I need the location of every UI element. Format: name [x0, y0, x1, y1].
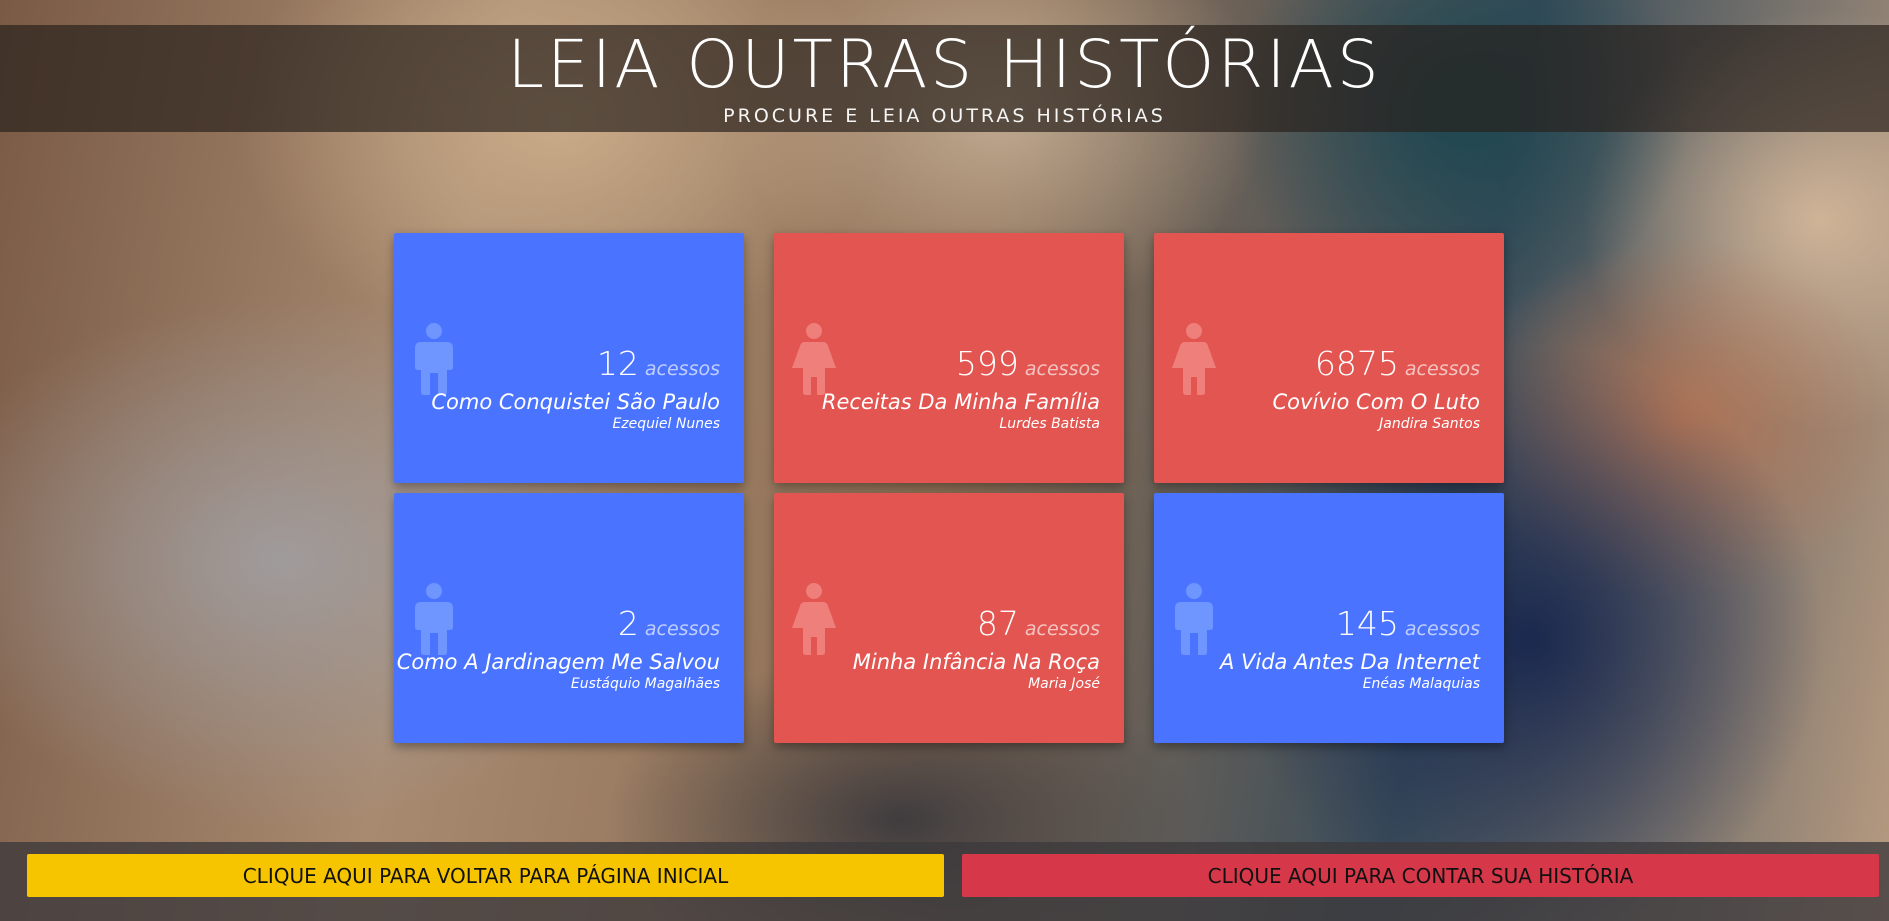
- access-count: 12: [596, 344, 639, 383]
- story-title: A Vida Antes Da Internet: [1219, 650, 1480, 674]
- story-title: Minha Infância Na Roça: [852, 650, 1100, 674]
- card-content: 599 acessos Receitas Da Minha Família Lur…: [822, 345, 1100, 433]
- male-person-icon: [411, 323, 457, 395]
- access-label: acessos: [1404, 618, 1480, 640]
- access-count: 2: [617, 604, 639, 643]
- story-author: Jandira Santos: [1379, 416, 1480, 432]
- tell-your-story-button[interactable]: CLIQUE AQUI PARA CONTAR SUA HISTÓRIA: [962, 854, 1879, 897]
- access-count: 87: [976, 604, 1019, 643]
- female-person-icon: [791, 583, 837, 655]
- access-label: acessos: [1024, 618, 1100, 640]
- story-title: Como A Jardinagem Me Salvou: [396, 650, 720, 674]
- story-title: Como Conquistei São Paulo: [431, 390, 720, 414]
- page-subtitle: PROCURE E LEIA OUTRAS HISTÓRIAS: [723, 105, 1166, 127]
- story-card[interactable]: 12 acessos Como Conquistei São Paulo Ezeq…: [394, 233, 744, 483]
- female-person-icon: [1171, 323, 1217, 395]
- access-label: acessos: [1024, 358, 1100, 380]
- page-title: LEIA OUTRAS HISTÓRIAS: [507, 26, 1382, 103]
- story-author: Maria José: [1028, 676, 1100, 692]
- story-card[interactable]: 87 acessos Minha Infância Na Roça Maria J…: [774, 493, 1124, 743]
- access-label: acessos: [644, 358, 720, 380]
- story-card[interactable]: 6875 acessos Covívio Com O Luto Jandira S…: [1154, 233, 1504, 483]
- access-label: acessos: [1404, 358, 1480, 380]
- header-banner: LEIA OUTRAS HISTÓRIAS PROCURE E LEIA OUT…: [0, 25, 1889, 132]
- access-count: 599: [955, 344, 1019, 383]
- story-title: Receitas Da Minha Família: [821, 390, 1100, 414]
- story-card[interactable]: 145 acessos A Vida Antes Da Internet Enéa…: [1154, 493, 1504, 743]
- card-content: 12 acessos Como Conquistei São Paulo Ezeq…: [431, 345, 720, 433]
- access-count: 145: [1335, 604, 1399, 643]
- story-author: Eustáquio Magalhães: [570, 676, 720, 692]
- story-card[interactable]: 599 acessos Receitas Da Minha Família Lur…: [774, 233, 1124, 483]
- back-to-home-button[interactable]: CLIQUE AQUI PARA VOLTAR PARA PÁGINA INIC…: [27, 854, 944, 897]
- access-label: acessos: [644, 618, 720, 640]
- story-title: Covívio Com O Luto: [1272, 390, 1481, 414]
- access-count: 6875: [1314, 344, 1399, 383]
- story-card[interactable]: 2 acessos Como A Jardinagem Me Salvou Eus…: [394, 493, 744, 743]
- male-person-icon: [1171, 583, 1217, 655]
- male-person-icon: [411, 583, 457, 655]
- card-content: 6875 acessos Covívio Com O Luto Jandira S…: [1273, 345, 1481, 433]
- footer-bar: CLIQUE AQUI PARA VOLTAR PARA PÁGINA INIC…: [0, 842, 1889, 921]
- story-grid: 12 acessos Como Conquistei São Paulo Ezeq…: [394, 233, 1504, 743]
- card-content: 145 acessos A Vida Antes Da Internet Enéa…: [1220, 605, 1480, 693]
- story-author: Enéas Malaquias: [1362, 676, 1480, 692]
- female-person-icon: [791, 323, 837, 395]
- story-author: Lurdes Batista: [999, 416, 1100, 432]
- card-content: 2 acessos Como A Jardinagem Me Salvou Eus…: [397, 605, 720, 693]
- story-author: Ezequiel Nunes: [612, 416, 720, 432]
- card-content: 87 acessos Minha Infância Na Roça Maria J…: [853, 605, 1100, 693]
